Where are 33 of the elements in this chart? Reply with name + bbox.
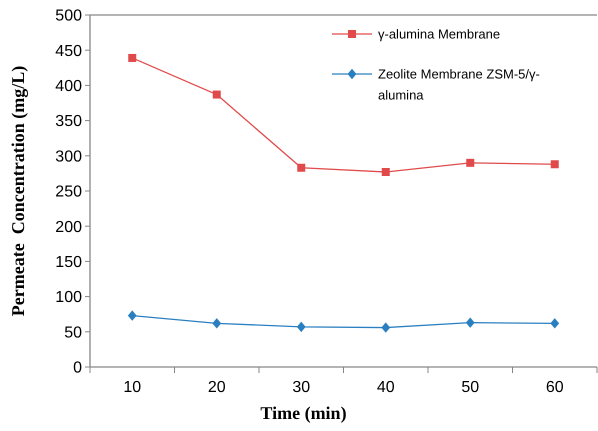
point: [466, 317, 475, 328]
point: [212, 318, 222, 329]
point: [212, 90, 221, 99]
point: [550, 318, 560, 329]
y-tick-label: 300: [55, 148, 82, 166]
y-tick-label: 150: [55, 254, 82, 271]
y-tick-label: 400: [55, 78, 82, 95]
y-tick-label: 0: [73, 360, 82, 377]
point: [550, 160, 559, 168]
point: [296, 322, 306, 332]
point: [297, 164, 306, 172]
legend-label: γ-alumina Membrane: [378, 26, 500, 42]
point: [466, 158, 474, 167]
point: [382, 168, 390, 176]
x-tick-label: 10: [123, 379, 142, 396]
y-tick-label: 100: [55, 289, 82, 306]
x-tick-label: 60: [546, 379, 564, 396]
x-axis-title: Time (min): [260, 403, 347, 423]
point: [128, 310, 137, 321]
point: [381, 322, 390, 333]
y-tick-label: 350: [55, 113, 82, 130]
x-tick-label: 20: [208, 379, 226, 396]
x-tick-label: 50: [461, 379, 480, 396]
y-tick-label: 450: [55, 42, 82, 60]
point: [128, 54, 136, 62]
y-tick-label: 200: [55, 218, 82, 236]
legend-label: Zeolite Membrane ZSM-5/γ-alumina: [378, 66, 540, 103]
x-tick-label: 30: [292, 379, 310, 396]
y-axis-title: Permeate Concentration (mg/L): [8, 66, 28, 316]
y-tick-label: 250: [55, 184, 82, 201]
x-tick-label: 40: [376, 379, 395, 396]
y-tick-label: 50: [64, 324, 82, 342]
y-tick-label: 500: [55, 8, 82, 25]
